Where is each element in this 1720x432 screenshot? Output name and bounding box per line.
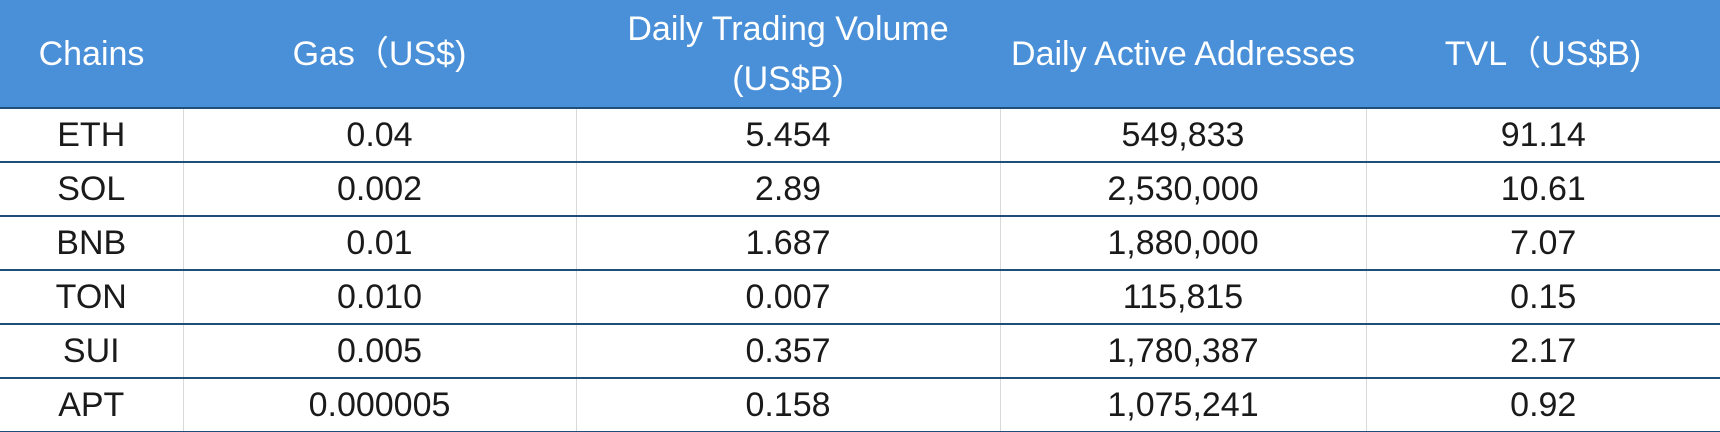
header-daily-trading-volume: Daily Trading Volume (US$B) xyxy=(576,0,1000,109)
cell-tvl: 0.92 xyxy=(1365,378,1720,432)
table-row: ETH 0.04 5.454 549,833 91.14 xyxy=(0,108,1720,163)
cell-active-addresses: 115,815 xyxy=(999,270,1366,325)
cell-tvl: 2.17 xyxy=(1365,324,1720,379)
cell-tvl: 0.15 xyxy=(1365,270,1720,325)
cell-gas: 0.005 xyxy=(182,324,576,379)
cell-active-addresses: 2,530,000 xyxy=(999,162,1366,217)
cell-chain: APT xyxy=(0,378,183,432)
cell-chain: ETH xyxy=(0,108,183,163)
cell-gas: 0.010 xyxy=(182,270,576,325)
cell-trading-volume: 1.687 xyxy=(575,216,1000,271)
cell-trading-volume: 0.007 xyxy=(575,270,1000,325)
header-chains: Chains xyxy=(0,0,183,109)
cell-active-addresses: 1,075,241 xyxy=(999,378,1366,432)
table-body: ETH 0.04 5.454 549,833 91.14 SOL 0.002 2… xyxy=(0,108,1720,432)
cell-chain: SOL xyxy=(0,162,183,217)
cell-active-addresses: 1,780,387 xyxy=(999,324,1366,379)
header-daily-active-addresses: Daily Active Addresses xyxy=(1000,0,1366,109)
table-row: BNB 0.01 1.687 1,880,000 7.07 xyxy=(0,216,1720,271)
table-row: TON 0.010 0.007 115,815 0.15 xyxy=(0,270,1720,325)
cell-chain: SUI xyxy=(0,324,183,379)
header-gas: Gas（US$) xyxy=(183,0,576,109)
table-row: SUI 0.005 0.357 1,780,387 2.17 xyxy=(0,324,1720,379)
cell-trading-volume: 0.158 xyxy=(575,378,1000,432)
header-tvl: TVL（US$B) xyxy=(1366,0,1720,109)
header-row: Chains Gas（US$) Daily Trading Volume (US… xyxy=(0,0,1720,109)
table-row: SOL 0.002 2.89 2,530,000 10.61 xyxy=(0,162,1720,217)
cell-gas: 0.000005 xyxy=(182,378,576,432)
cell-tvl: 91.14 xyxy=(1365,108,1720,163)
cell-gas: 0.01 xyxy=(182,216,576,271)
cell-chain: BNB xyxy=(0,216,183,271)
cell-tvl: 7.07 xyxy=(1365,216,1720,271)
cell-trading-volume: 2.89 xyxy=(575,162,1000,217)
table-row: APT 0.000005 0.158 1,075,241 0.92 xyxy=(0,378,1720,432)
cell-trading-volume: 0.357 xyxy=(575,324,1000,379)
cell-gas: 0.002 xyxy=(182,162,576,217)
table-header: Chains Gas（US$) Daily Trading Volume (US… xyxy=(0,0,1720,109)
cell-trading-volume: 5.454 xyxy=(575,108,1000,163)
cell-chain: TON xyxy=(0,270,183,325)
cell-tvl: 10.61 xyxy=(1365,162,1720,217)
cell-active-addresses: 549,833 xyxy=(999,108,1366,163)
cell-active-addresses: 1,880,000 xyxy=(999,216,1366,271)
cell-gas: 0.04 xyxy=(182,108,576,163)
